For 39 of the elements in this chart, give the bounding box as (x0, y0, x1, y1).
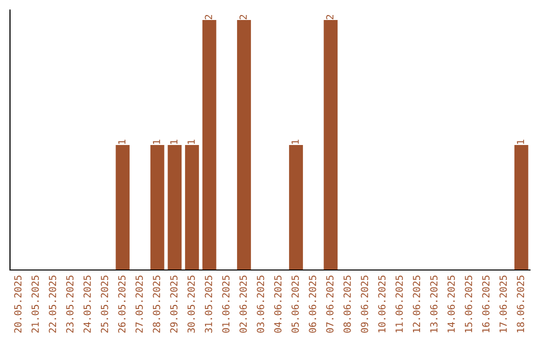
x-tick-label: 30.05.2025 (187, 276, 195, 333)
data-label: 1 (118, 140, 126, 144)
x-tick-label: 21.05.2025 (31, 276, 39, 333)
x-tick-label: 26.05.2025 (118, 276, 126, 333)
x-tick-label: 09.06.2025 (360, 276, 368, 333)
x-tick-label: 28.05.2025 (152, 276, 160, 333)
x-tick-label: 02.06.2025 (239, 276, 247, 333)
x-tick-label: 05.06.2025 (291, 276, 299, 333)
x-tick-label: 20.05.2025 (14, 276, 22, 333)
x-tick-label: 31.05.2025 (204, 276, 212, 333)
x-tick-label: 04.06.2025 (274, 276, 282, 333)
x-tick-label: 25.05.2025 (100, 276, 108, 333)
x-tick-label: 16.06.2025 (482, 276, 490, 332)
x-tick-label: 12.06.2025 (412, 276, 420, 332)
x-tick-label: 29.05.2025 (170, 276, 178, 333)
x-tick-label: 06.06.2025 (308, 276, 316, 333)
x-tick-label: 08.06.2025 (343, 276, 351, 333)
x-tick-label: 18.06.2025 (516, 276, 524, 332)
data-label: 1 (170, 140, 178, 144)
data-label: 2 (326, 14, 334, 20)
x-tick-label: 24.05.2025 (83, 276, 91, 333)
x-tick-label: 01.06.2025 (222, 276, 230, 333)
data-label: 1 (516, 140, 524, 144)
data-label: 2 (239, 14, 247, 20)
x-tick-label: 27.05.2025 (135, 276, 143, 333)
data-label: 1 (152, 140, 160, 144)
x-tick-label: 15.06.2025 (464, 276, 472, 332)
x-tick-label: 11.06.2025 (395, 276, 403, 332)
data-label: 1 (188, 140, 195, 144)
x-tick-label: 14.06.2025 (447, 276, 455, 332)
x-tick-label: 07.06.2025 (326, 276, 334, 333)
x-tick-label: 03.06.2025 (256, 276, 264, 333)
data-label: 2 (204, 14, 212, 20)
x-tick-label: 13.06.2025 (430, 276, 438, 332)
data-label: 1 (292, 140, 299, 144)
x-tick-label: 22.05.2025 (48, 276, 56, 333)
x-tick-label: 17.06.2025 (499, 276, 507, 332)
x-tick-label: 23.05.2025 (66, 276, 74, 333)
x-tick-label: 10.06.2025 (378, 276, 386, 332)
